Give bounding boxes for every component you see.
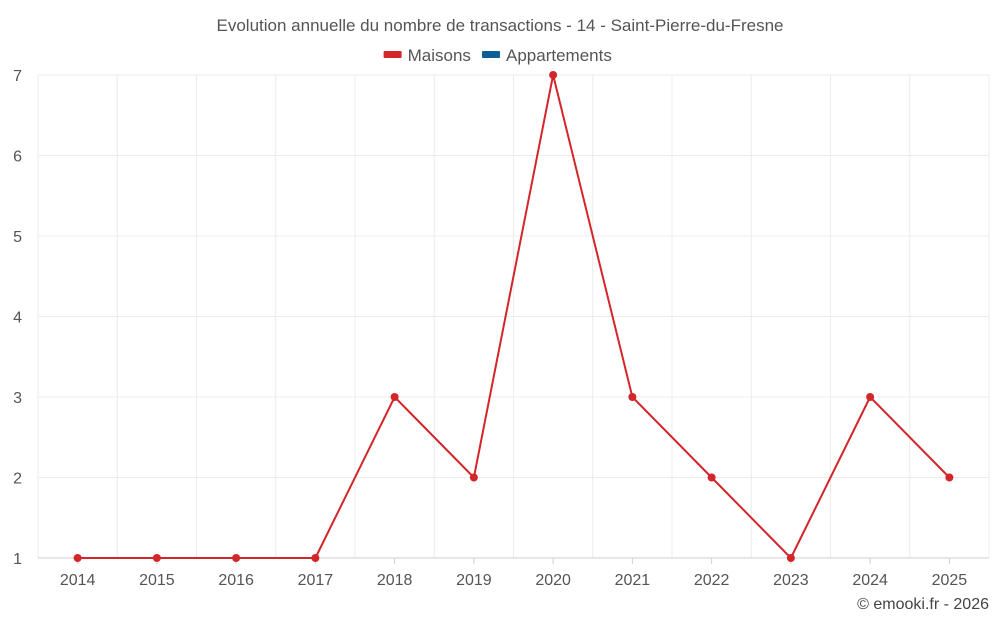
legend-item-appartements[interactable]: Appartements — [482, 46, 612, 65]
x-tick-label: 2015 — [139, 572, 175, 589]
data-point[interactable] — [311, 554, 320, 562]
grid — [37, 74, 990, 559]
chart-title: Evolution annuelle du nombre de transact… — [217, 16, 784, 35]
legend-label: Maisons — [408, 46, 471, 65]
legend-label: Appartements — [506, 46, 612, 65]
y-axis: 1 2 3 4 5 6 7 — [13, 68, 22, 568]
x-tick-label: 2025 — [932, 572, 968, 589]
data-point[interactable] — [866, 393, 875, 401]
x-tick-label: 2014 — [60, 572, 96, 589]
x-tick-label: 2017 — [298, 572, 334, 589]
y-tick-label: 4 — [13, 310, 22, 327]
y-tick-label: 3 — [13, 390, 22, 407]
legend-swatch — [482, 51, 500, 58]
data-point[interactable] — [232, 554, 241, 562]
data-point[interactable] — [707, 473, 716, 482]
y-tick-label: 2 — [13, 471, 22, 488]
x-tick-label: 2016 — [218, 572, 254, 589]
data-point[interactable] — [628, 393, 637, 401]
x-tick-label: 2019 — [456, 572, 492, 589]
legend[interactable]: Maisons Appartements — [383, 46, 612, 65]
credit-text: © emooki.fr - 2026 — [857, 596, 989, 613]
legend-item-maisons[interactable]: Maisons — [383, 46, 471, 65]
x-tick-label: 2024 — [852, 572, 888, 589]
series-line — [77, 74, 951, 559]
data-point[interactable] — [390, 393, 399, 401]
data-point[interactable] — [549, 71, 558, 79]
y-tick-label: 5 — [13, 229, 22, 246]
x-axis: 2014 2015 2016 2017 2018 2019 2020 2021 2022 2023… — [60, 558, 967, 589]
x-tick-label: 2020 — [535, 572, 571, 589]
x-tick-label: 2022 — [694, 572, 730, 589]
x-tick-label: 2018 — [377, 572, 413, 589]
legend-swatch — [383, 51, 402, 58]
y-tick-label: 7 — [13, 68, 22, 85]
data-point[interactable] — [945, 473, 954, 482]
data-point[interactable] — [469, 473, 478, 482]
y-tick-label: 6 — [13, 149, 22, 166]
x-tick-label: 2023 — [773, 572, 809, 589]
series-layer — [73, 71, 954, 562]
series-maisons — [73, 71, 954, 562]
data-point[interactable] — [73, 554, 82, 562]
y-tick-label: 1 — [13, 551, 22, 568]
data-point[interactable] — [152, 554, 161, 562]
x-tick-label: 2021 — [615, 572, 651, 589]
data-point[interactable] — [786, 554, 795, 562]
